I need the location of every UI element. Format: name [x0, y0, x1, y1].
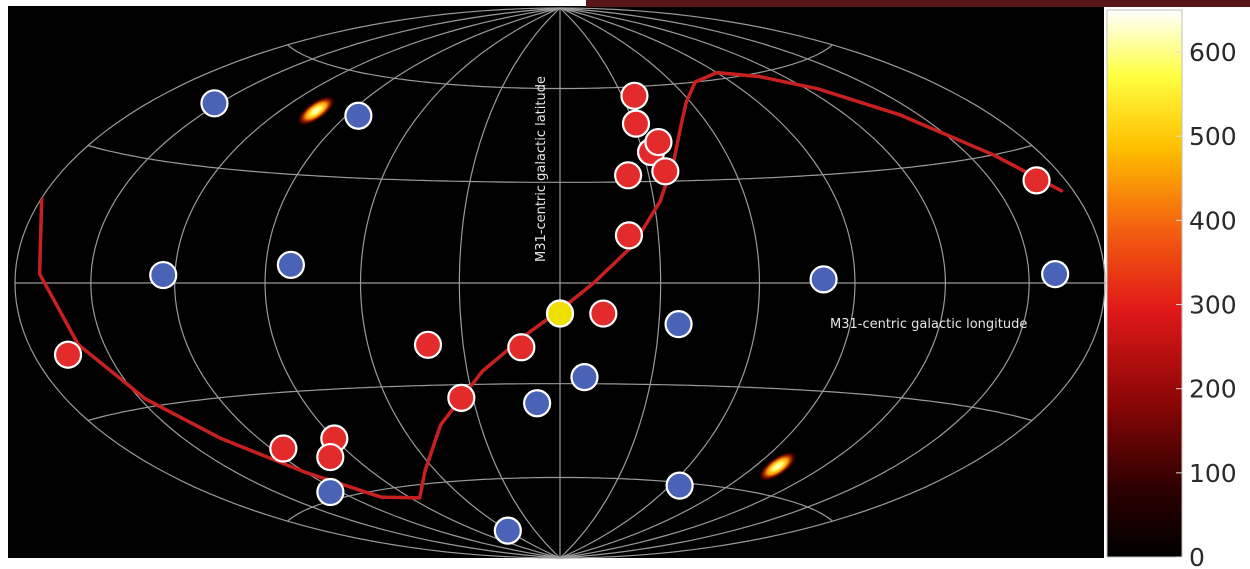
marker-circle: [664, 310, 693, 339]
marker-circle: [614, 221, 644, 250]
marker-circle: [1041, 260, 1070, 289]
red-marker: [644, 127, 673, 157]
marker-circle: [644, 127, 673, 157]
marker-circle: [53, 340, 83, 369]
marker-circle: [809, 265, 838, 294]
marker-circle: [613, 161, 643, 190]
orbit-curve: [37, 70, 1064, 500]
marker-circle: [276, 250, 305, 279]
blue-marker: [316, 477, 345, 507]
blue-marker: [149, 260, 178, 290]
colorbar-tick-label: 600: [1189, 38, 1237, 67]
marker-circle: [621, 109, 651, 138]
grid-parallel: [87, 383, 1033, 422]
marker-circle: [413, 330, 443, 359]
colorbar-ticks: 0 100 200 300 400 500 600: [1176, 38, 1237, 569]
orbit-curve-group: [37, 70, 1064, 500]
red-marker: [614, 221, 644, 250]
blue-marker: [523, 389, 552, 418]
red-marker: [269, 434, 298, 463]
marker-circle: [665, 471, 694, 500]
marker-circle: [200, 89, 229, 118]
marker-circle: [620, 81, 649, 110]
red-marker: [651, 157, 680, 186]
red-marker: [413, 330, 443, 359]
x-axis-label: M31-centric galactic longitude: [830, 317, 1027, 332]
y-axis-label: M31-centric galactic latitude: [534, 76, 549, 262]
marker-circle: [493, 516, 522, 545]
blue-marker: [665, 471, 694, 500]
red-marker: [621, 109, 651, 138]
colorbar-tick-label: 200: [1189, 375, 1237, 404]
red-marker: [1022, 166, 1051, 195]
marker-circle: [545, 299, 575, 328]
marker-circle: [316, 477, 345, 507]
marker-circle: [344, 101, 373, 130]
marker-circle: [149, 260, 178, 290]
red-marker: [53, 340, 83, 369]
grid-parallel: [87, 144, 1033, 183]
map-panel-background: [8, 6, 1104, 558]
red-marker: [620, 81, 649, 110]
blue-marker: [1041, 260, 1070, 289]
marker-circle: [651, 157, 680, 186]
blue-marker: [344, 101, 373, 130]
colorbar: [1106, 9, 1183, 558]
marker-circle: [507, 333, 536, 362]
marker-circle: [269, 434, 298, 463]
blue-marker: [664, 310, 693, 339]
red-marker: [613, 161, 643, 190]
markers: [53, 81, 1070, 545]
blue-marker: [570, 363, 599, 392]
blue-marker: [276, 250, 305, 279]
blue-marker: [809, 265, 838, 294]
grid-parallel: [287, 44, 833, 90]
hotspots: [297, 96, 797, 482]
colorbar-tick-label: 400: [1189, 206, 1237, 235]
colorbar-tick-label: 500: [1189, 122, 1237, 151]
colorbar-tick-label: 300: [1189, 291, 1237, 320]
red-marker: [507, 333, 536, 362]
marker-circle: [523, 389, 552, 418]
colorbar-tick-label: 100: [1189, 459, 1237, 488]
hotspot: [758, 451, 797, 482]
blue-marker: [200, 89, 229, 118]
red-marker: [447, 383, 476, 412]
marker-circle: [1022, 166, 1051, 195]
marker-circle: [589, 299, 618, 328]
hotspot: [297, 96, 335, 126]
marker-circle: [447, 383, 476, 412]
colorbar-tick-label: 0: [1189, 543, 1205, 569]
red-marker: [589, 299, 618, 328]
top-banner: [586, 0, 1250, 7]
marker-circle: [316, 442, 345, 472]
marker-circle: [570, 363, 599, 392]
grid-parallel: [287, 476, 833, 522]
center-marker: [545, 299, 575, 328]
blue-marker: [493, 516, 522, 545]
red-marker: [316, 442, 345, 472]
